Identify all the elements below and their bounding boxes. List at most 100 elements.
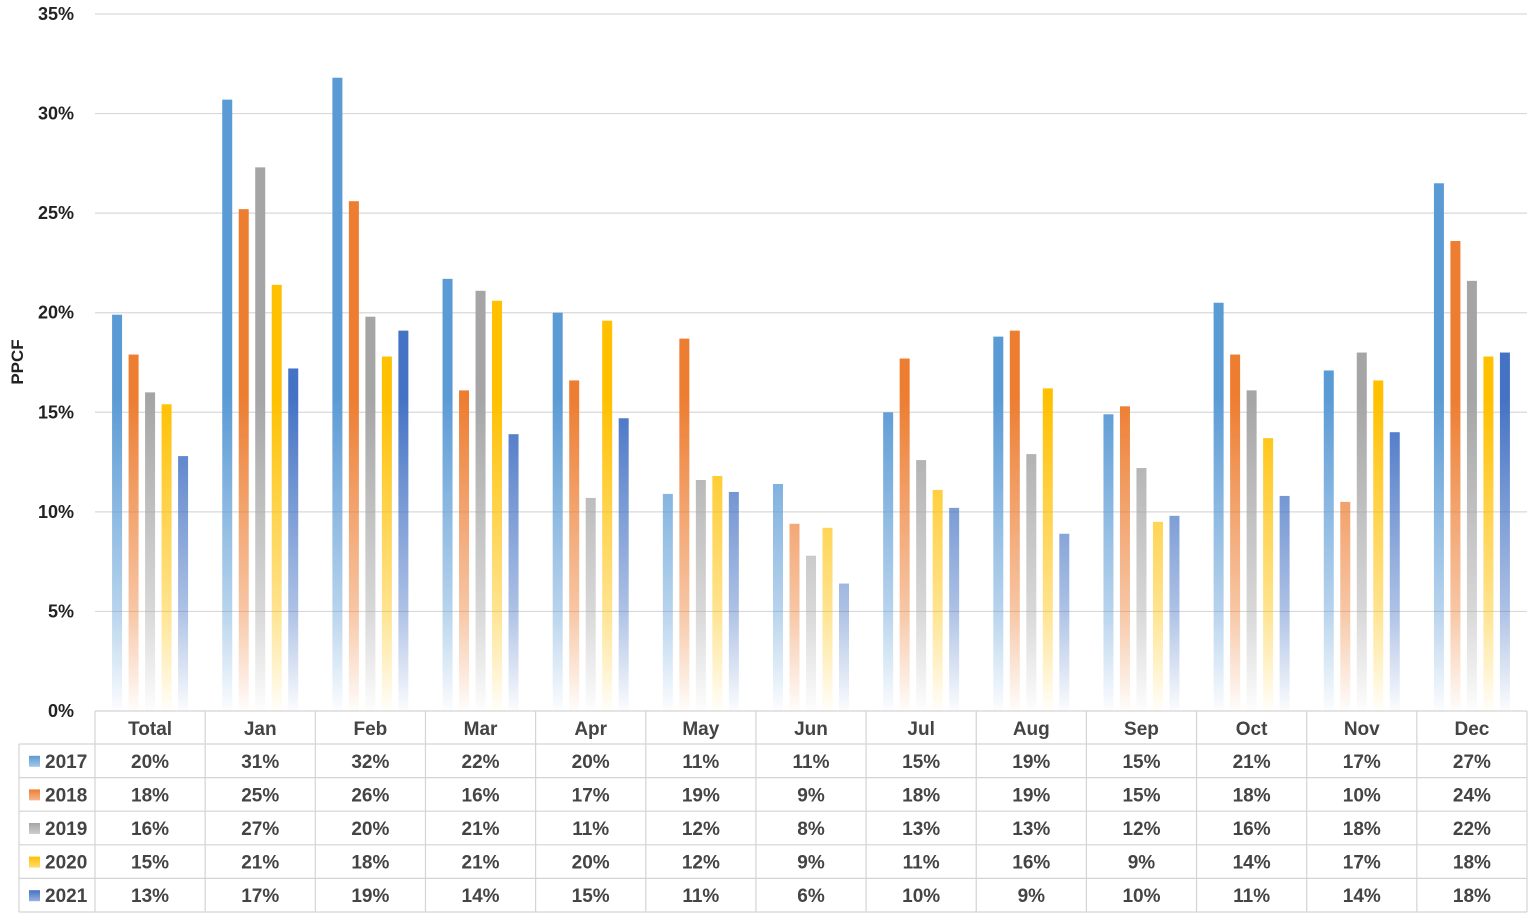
bar-2021-total	[178, 456, 189, 711]
data-label-2020-apr: 20%	[572, 853, 610, 874]
data-table: Total Jan Feb Mar Apr May Jun Jul Aug Sep Oct Nov De…	[18, 710, 1528, 913]
bar-2019-aug	[1026, 454, 1037, 711]
bar-2017-oct	[1213, 302, 1224, 711]
data-label-2021-mar: 14%	[462, 886, 500, 907]
data-label-2018-oct: 18%	[1233, 785, 1271, 806]
data-label-2017-feb: 32%	[351, 752, 389, 773]
bar-2020-may	[712, 476, 723, 711]
bar-2017-jul	[883, 412, 894, 711]
bar-2021-mar	[508, 434, 519, 711]
bar-2021-feb	[398, 330, 409, 711]
legend-label-2019: 2019	[45, 819, 87, 840]
bar-2017-dec	[1433, 183, 1444, 711]
bar-2021-may	[728, 491, 739, 711]
bar-2017-aug	[993, 336, 1004, 711]
data-label-2021-oct: 11%	[1233, 886, 1270, 907]
data-label-2020-may: 12%	[682, 853, 720, 874]
data-label-2019-dec: 22%	[1453, 819, 1491, 840]
bar-2019-total	[145, 392, 156, 711]
data-label-2020-aug: 16%	[1012, 853, 1050, 874]
data-label-2017-oct: 21%	[1233, 752, 1271, 773]
bar-2018-jul	[899, 358, 910, 711]
bar-2020-apr	[602, 320, 613, 711]
data-label-2020-mar: 21%	[462, 853, 500, 874]
data-label-2019-oct: 16%	[1233, 819, 1271, 840]
data-label-2020-dec: 18%	[1453, 853, 1491, 874]
bar-2019-sep	[1136, 468, 1147, 711]
bar-2020-aug	[1042, 388, 1053, 711]
data-label-2020-oct: 14%	[1233, 853, 1271, 874]
bar-2021-nov	[1389, 432, 1400, 711]
legend-key-2017	[29, 755, 40, 767]
data-label-2018-apr: 17%	[572, 785, 610, 806]
bar-2021-aug	[1059, 533, 1070, 711]
bar-2020-total	[161, 404, 172, 711]
data-label-2018-nov: 10%	[1343, 785, 1381, 806]
y-tick-label: 10%	[38, 502, 74, 522]
data-label-2017-jan: 31%	[241, 752, 279, 773]
bar-2017-jan	[222, 99, 233, 712]
bar-2019-jun	[806, 555, 816, 711]
bar-2018-mar	[459, 390, 470, 711]
data-label-2021-apr: 15%	[572, 886, 610, 907]
bar-2018-jun	[789, 523, 800, 711]
data-label-2019-aug: 13%	[1012, 819, 1050, 840]
legend-label-2017: 2017	[45, 752, 87, 773]
bar-2018-aug	[1009, 330, 1020, 711]
data-label-2021-may: 11%	[682, 886, 719, 907]
bar-2020-nov	[1373, 380, 1384, 711]
data-label-2017-jul: 15%	[902, 752, 940, 773]
bar-2020-jul	[932, 489, 943, 711]
bar-2021-dec	[1499, 352, 1510, 711]
legend-key-2020	[29, 856, 40, 868]
bar-2020-oct	[1263, 438, 1274, 711]
data-label-2017-nov: 17%	[1343, 752, 1381, 773]
data-label-2017-jun: 11%	[793, 752, 830, 773]
data-label-2017-aug: 19%	[1012, 752, 1050, 773]
data-label-2017-apr: 20%	[572, 752, 610, 773]
data-label-2017-mar: 22%	[462, 752, 500, 773]
bar-2019-apr	[585, 497, 596, 711]
bar-2018-total	[128, 354, 139, 711]
y-tick-label: 35%	[38, 4, 74, 24]
bar-2021-jul	[949, 507, 960, 711]
bar-2017-jun	[773, 483, 783, 711]
data-label-2021-jul: 10%	[902, 886, 940, 907]
data-label-2021-nov: 14%	[1343, 886, 1381, 907]
category-label: Nov	[1344, 719, 1380, 740]
y-tick-label: 25%	[38, 203, 74, 223]
bar-2017-sep	[1103, 414, 1114, 711]
y-axis-label: PPCF	[8, 339, 27, 384]
category-label: Sep	[1124, 719, 1159, 740]
category-label: Jun	[794, 719, 828, 740]
data-label-2021-jun: 6%	[797, 886, 825, 907]
bar-2021-apr	[618, 418, 629, 711]
data-label-2021-dec: 18%	[1453, 886, 1491, 907]
bar-2018-feb	[348, 201, 359, 712]
data-label-2019-sep: 12%	[1122, 819, 1160, 840]
bar-2020-jan	[271, 284, 282, 711]
category-label: Feb	[353, 719, 387, 740]
bar-2021-sep	[1169, 515, 1180, 711]
bar-2020-mar	[492, 300, 503, 711]
data-label-2020-nov: 17%	[1343, 853, 1381, 874]
data-label-2020-sep: 9%	[1128, 853, 1156, 874]
category-label: Total	[128, 719, 172, 740]
category-label: Apr	[574, 719, 607, 740]
legend-key-2019	[29, 823, 40, 834]
data-label-2020-feb: 18%	[351, 853, 389, 874]
category-label: Mar	[464, 719, 498, 740]
bar-2018-oct	[1230, 354, 1241, 711]
bar-2020-sep	[1152, 521, 1163, 711]
data-label-2021-sep: 10%	[1122, 886, 1160, 907]
data-label-2019-nov: 18%	[1343, 819, 1381, 840]
data-label-2021-jan: 17%	[241, 886, 279, 907]
data-label-2018-jan: 25%	[241, 785, 279, 806]
bar-2017-feb	[332, 77, 343, 712]
y-tick-label: 30%	[38, 104, 74, 124]
data-label-2019-jan: 27%	[241, 819, 279, 840]
bar-2017-nov	[1323, 370, 1334, 711]
data-label-2021-total: 13%	[131, 886, 169, 907]
data-label-2018-total: 18%	[131, 785, 169, 806]
y-tick-label: 5%	[48, 601, 74, 621]
